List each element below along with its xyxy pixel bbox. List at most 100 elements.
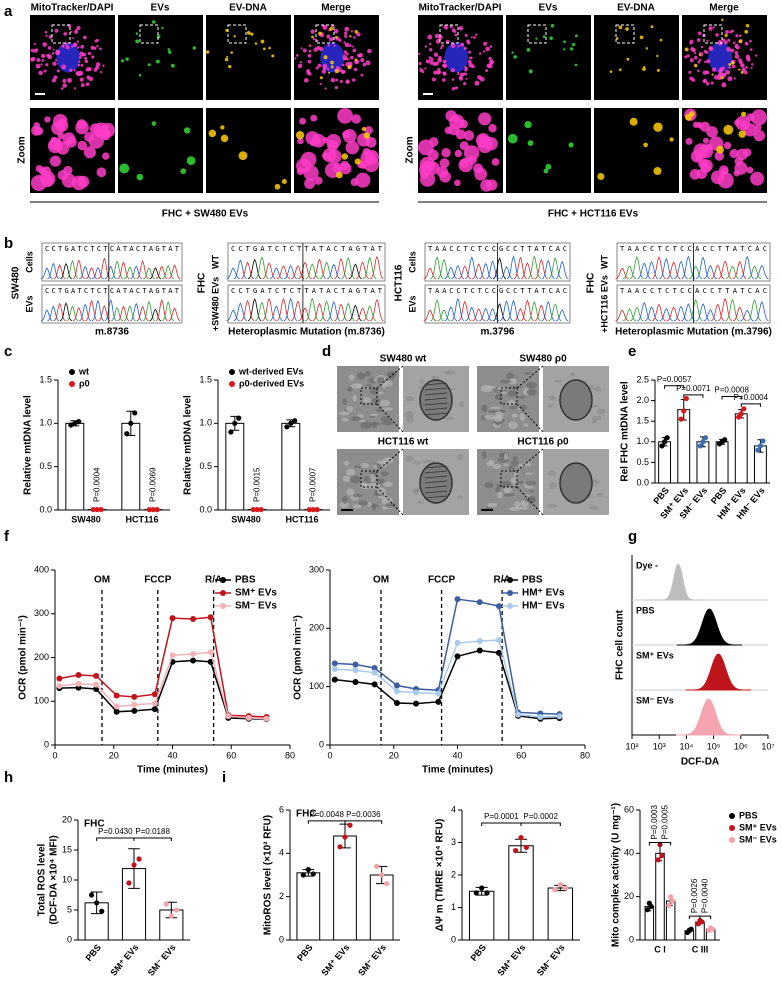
texture — [570, 372, 575, 376]
data-point — [665, 435, 670, 440]
y-tick-label: 1.0 — [636, 436, 649, 446]
signal — [563, 48, 565, 50]
texture — [359, 420, 367, 422]
series-line — [335, 651, 560, 719]
signal — [73, 42, 78, 47]
signal — [93, 47, 96, 50]
data-point — [557, 713, 563, 719]
image-background — [506, 15, 591, 100]
signal — [70, 31, 72, 33]
signal — [471, 65, 475, 69]
texture — [488, 411, 498, 413]
legend-marker — [507, 577, 513, 583]
data-point — [93, 673, 99, 679]
signal — [721, 19, 723, 21]
signal — [700, 122, 710, 132]
signal — [452, 78, 455, 81]
signal — [335, 86, 338, 89]
signal — [656, 55, 658, 57]
data-point — [76, 419, 81, 424]
sample-label: SW480 — [11, 266, 22, 299]
signal — [464, 145, 479, 160]
caption: FHC + HCT116 EVs — [548, 209, 639, 220]
data-point — [558, 882, 563, 887]
signal — [342, 153, 348, 159]
signal — [79, 56, 82, 59]
signal — [206, 50, 209, 53]
signal — [630, 118, 638, 126]
signal — [78, 61, 80, 63]
signal — [80, 45, 84, 49]
signal — [309, 50, 312, 53]
signal — [735, 54, 740, 59]
signal — [544, 169, 549, 174]
signal — [63, 32, 67, 36]
data-point — [131, 702, 137, 708]
signal — [346, 141, 359, 154]
data-point — [174, 907, 179, 912]
signal — [36, 58, 40, 62]
signal — [711, 82, 714, 85]
signal — [572, 43, 575, 46]
texture — [382, 382, 386, 388]
signal — [67, 78, 72, 83]
legend-label: ρ0-derived EVs — [239, 378, 304, 388]
signal — [247, 31, 251, 35]
data-point — [474, 890, 479, 895]
x-tick-label: SM⁻ EVs — [356, 942, 388, 977]
signal — [452, 28, 456, 32]
texture — [495, 488, 500, 492]
sample-label: FHC — [197, 273, 208, 294]
signal — [354, 30, 358, 34]
texture — [419, 379, 425, 384]
panel-letter: i — [222, 769, 226, 786]
signal — [646, 47, 648, 49]
signal — [653, 167, 661, 175]
signal — [685, 114, 692, 121]
signal — [62, 83, 67, 88]
data-point — [93, 682, 99, 688]
legend-label: wt-derived EVs — [238, 366, 304, 376]
signal — [698, 159, 708, 169]
signal — [161, 27, 163, 29]
texture — [511, 477, 518, 483]
signal — [360, 74, 363, 77]
texture — [353, 494, 363, 497]
signal — [486, 179, 497, 190]
y-tick-label: 0.0 — [39, 504, 52, 514]
p-value: P=0.0069 — [148, 467, 157, 502]
y-tick-label: 40 — [624, 848, 634, 858]
texture — [507, 390, 517, 397]
signal — [483, 42, 487, 46]
signal — [443, 72, 447, 76]
texture — [495, 394, 503, 400]
caption: Heteroplasmic Mutation (m.8736) — [228, 327, 385, 338]
signal — [745, 66, 748, 69]
signal — [741, 71, 744, 74]
legend-label: PBS — [739, 810, 758, 820]
signal — [45, 63, 48, 66]
legend-label: PBS — [235, 575, 256, 586]
mitochondrion — [560, 463, 592, 503]
signal — [703, 138, 709, 144]
signal — [355, 158, 361, 164]
x-axis-label: DCF-DA — [681, 757, 719, 768]
signal — [457, 72, 460, 75]
signal — [713, 26, 715, 28]
texture — [508, 421, 518, 429]
micrograph — [594, 15, 679, 100]
micrograph — [682, 108, 767, 193]
data-point — [524, 845, 529, 850]
signal — [209, 130, 217, 138]
caption: FHC + SW480 EVs — [162, 209, 249, 220]
texture — [525, 481, 536, 486]
signal — [708, 26, 712, 30]
texture — [514, 501, 520, 508]
signal — [511, 51, 513, 53]
data-point — [477, 638, 483, 644]
signal — [349, 35, 351, 37]
p-value: P=0.0001 — [484, 812, 519, 821]
signal — [455, 34, 458, 37]
panel-letter: f — [4, 528, 10, 545]
signal — [167, 48, 170, 51]
